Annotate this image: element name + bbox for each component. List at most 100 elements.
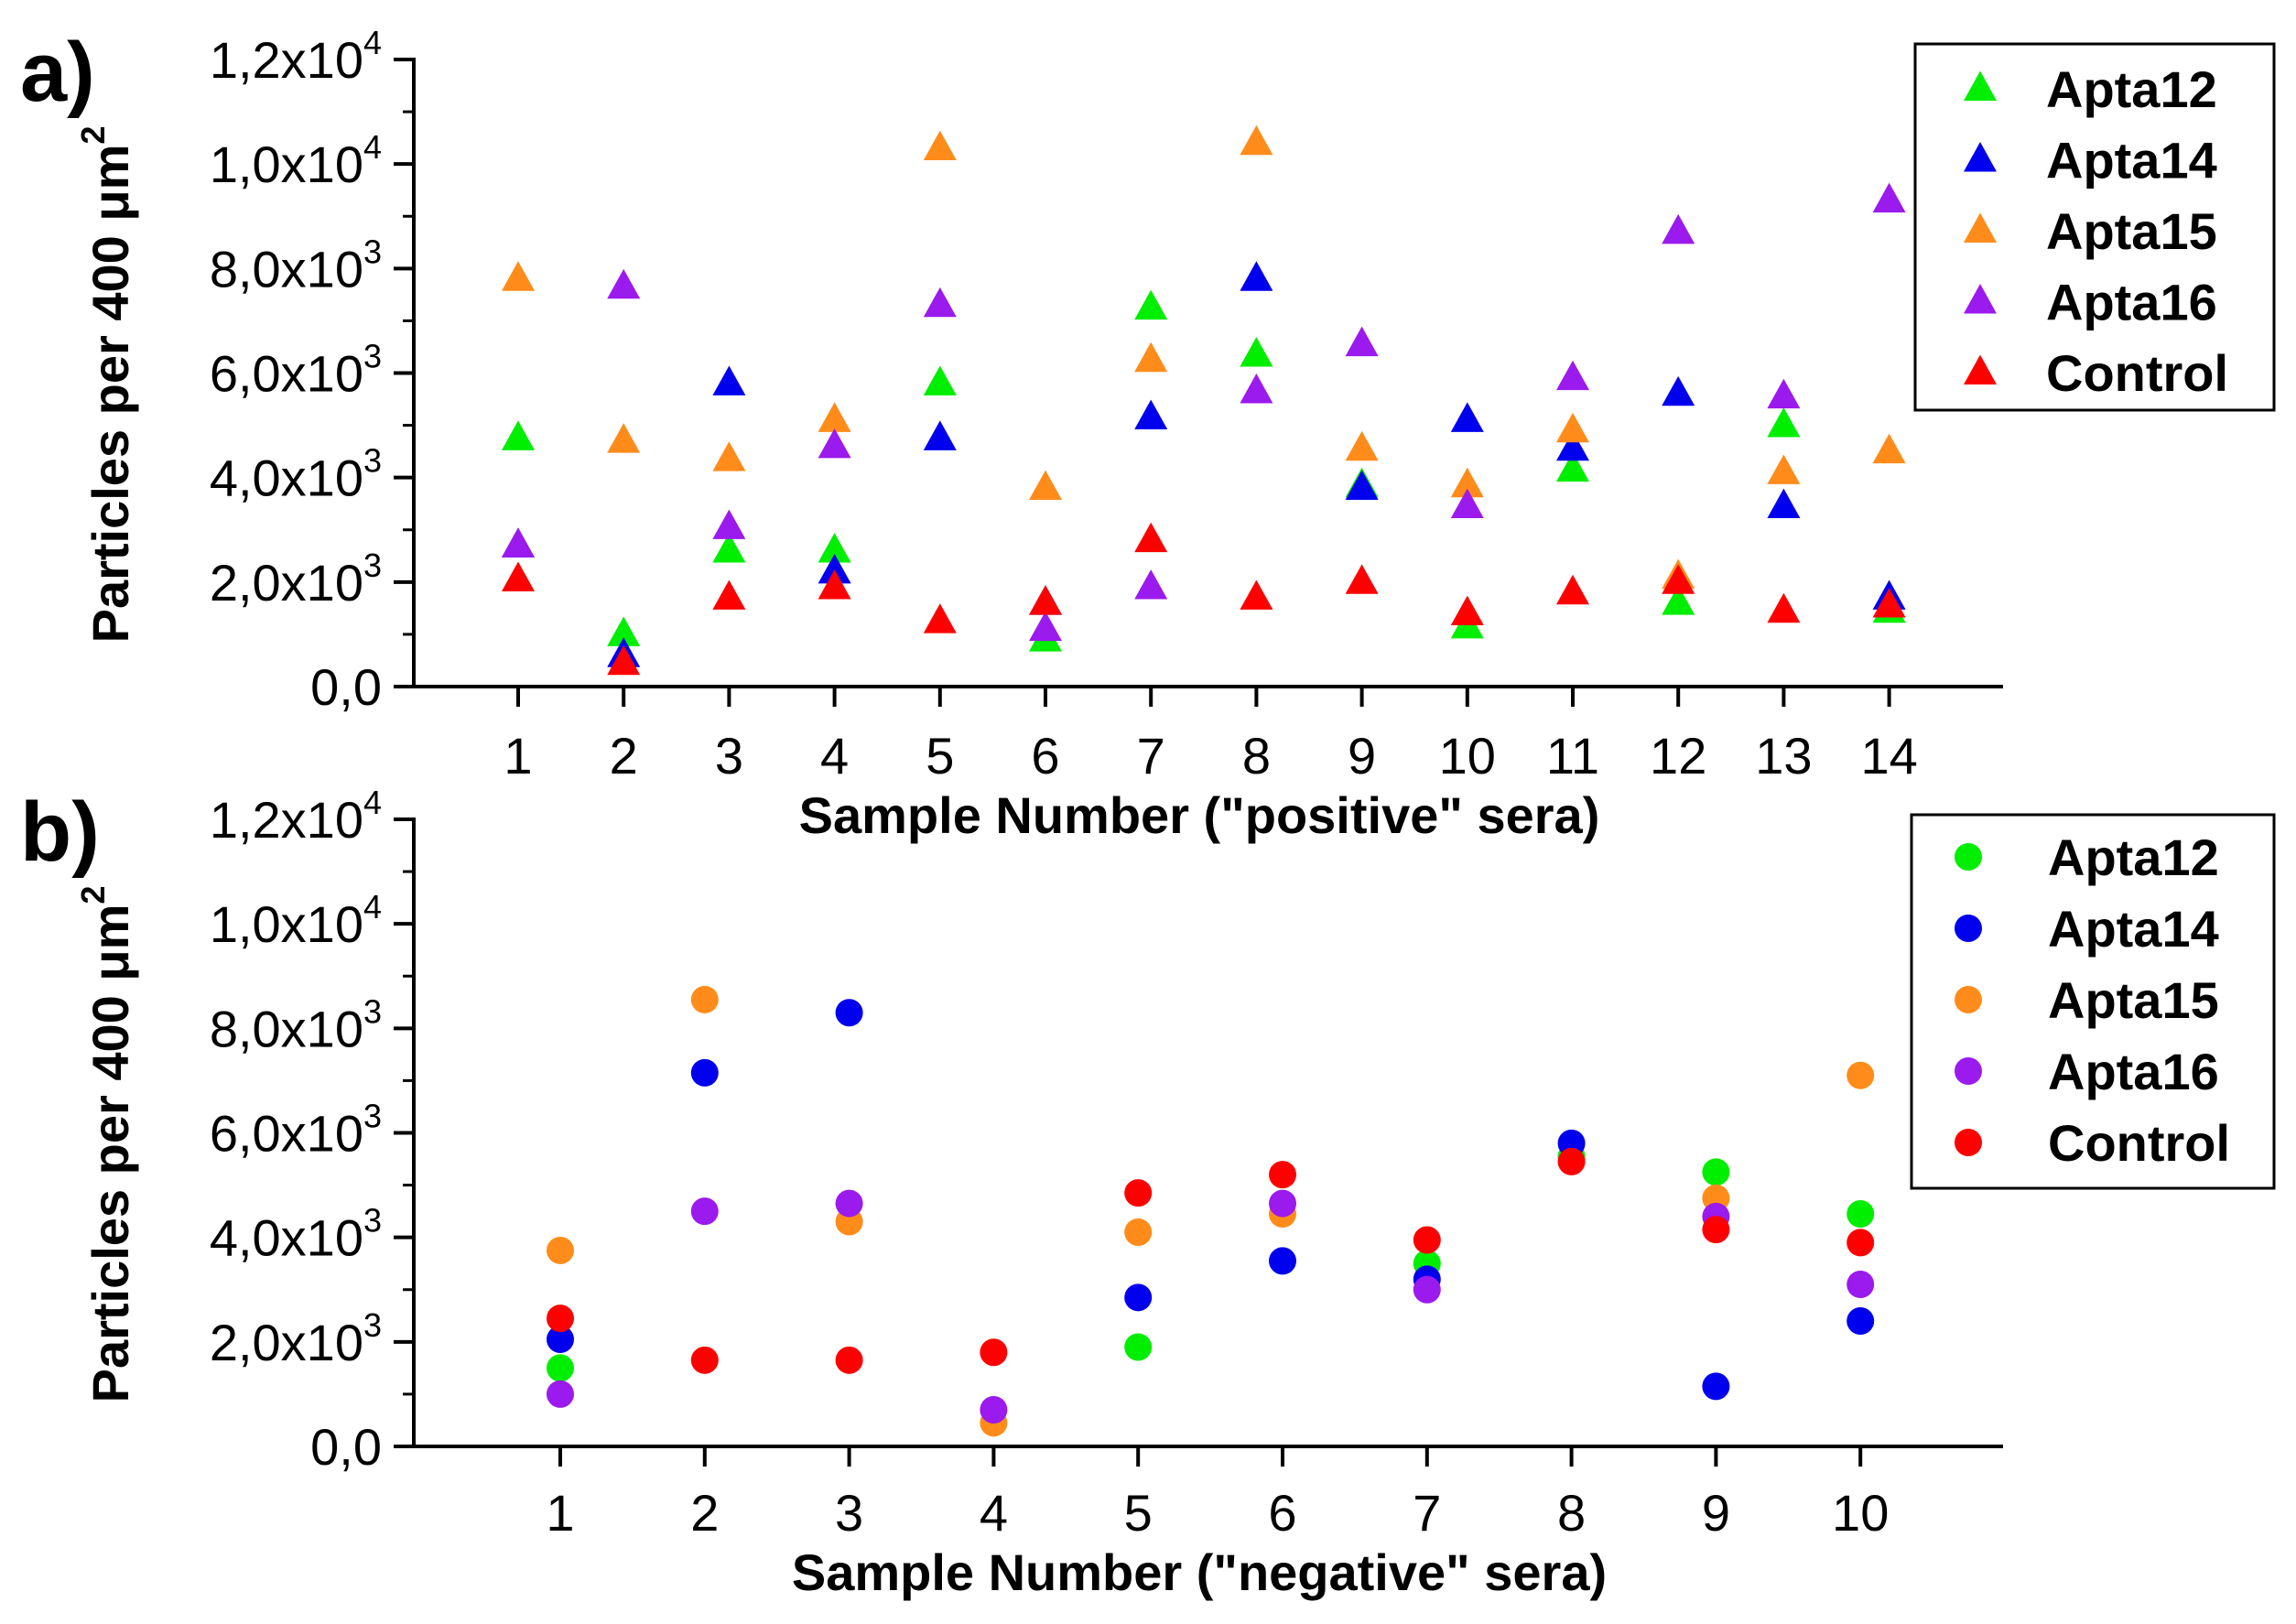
panel-label: b) [20,785,100,879]
series-apta14 [547,999,1875,1401]
x-tick-label: 14 [1860,727,1917,785]
x-tick-label: 7 [1413,1484,1441,1542]
data-point [1345,326,1379,357]
data-point [1662,375,1695,406]
data-point [923,420,957,450]
data-point [1124,1333,1153,1361]
data-point [1029,611,1062,642]
data-point [607,616,641,646]
data-point [1556,430,1589,461]
chart-panel-a: a) 0,0 2,0x103 4,0x103 6,0x103 8,0x103 1,0x104… [20,24,2276,844]
legend-marker [1955,1057,1982,1085]
x-tick-label: 6 [1031,727,1059,785]
x-tick-label: 12 [1650,727,1706,785]
data-point [1134,522,1168,553]
legend-marker [1955,1129,1982,1156]
data-point [818,553,851,584]
data-point [712,533,746,563]
x-tick-label: 2 [610,727,638,785]
y-tick-label: 1,0x104 [210,888,382,953]
legend-label: Apta12 [2046,60,2217,118]
data-point [1702,1216,1730,1244]
data-point [1556,451,1589,482]
x-tick-label: 4 [820,727,849,785]
data-point [690,1197,719,1226]
data-point [1124,1179,1153,1207]
data-point [1872,588,1906,618]
data-point [1134,399,1168,429]
series-control [547,1147,1875,1374]
data-point [1847,1307,1875,1335]
x-tick-label: 7 [1137,727,1165,785]
data-point [690,1058,719,1087]
x-tick-label: 9 [1702,1484,1730,1542]
series-apta16 [502,182,1906,642]
x-tick-label: 1 [504,727,532,785]
x-tick-label: 2 [690,1484,719,1542]
x-tick-label: 10 [1439,727,1496,785]
x-tick-label: 4 [980,1484,1008,1542]
data-point [818,569,851,600]
data-point [1662,213,1695,244]
data-point [1269,1161,1296,1189]
x-tick-label: 8 [1242,727,1271,785]
series-apta14 [502,261,1906,667]
data-point [1269,1189,1296,1218]
data-point [712,365,746,395]
data-point [1847,1061,1875,1089]
series-control [502,522,1906,676]
y-axis-label: Particles per 400 μm2 [74,126,139,644]
y-tick-label: 1,0x104 [210,128,382,193]
data-point [1847,1199,1875,1228]
data-point [1872,433,1906,464]
data-point [1413,1226,1441,1254]
legend-label: Apta14 [2046,132,2217,189]
x-tick-label: 3 [715,727,743,785]
y-tick-label: 8,0x103 [210,992,382,1057]
data-point [1662,585,1695,615]
data-point [607,644,641,676]
data-point [835,1346,863,1374]
chart-panel-b: b) 0,0 2,0x103 4,0x103 6,0x103 8,0x103 1,0x104… [20,784,2276,1601]
data-point [1450,402,1484,432]
data-point [547,1354,574,1382]
data-point [712,441,746,471]
data-point [1134,289,1168,320]
data-point [1556,412,1589,443]
data-point [1345,470,1379,501]
series-apta15 [547,985,1875,1437]
series-apta16 [547,1189,1875,1424]
legend-marker [1964,142,1997,172]
legend-label: Apta12 [2048,828,2219,886]
data-point [1767,378,1801,409]
data-point [980,1396,1008,1424]
data-point [1240,337,1273,367]
data-point [1240,125,1273,156]
legend-marker [1955,843,1982,871]
data-point [547,1305,574,1333]
legend: Apta12 Apta14 Apta15 Apta16 Control [1910,813,2276,1190]
x-tick-label: 8 [1557,1484,1586,1542]
x-tick-label: 5 [1124,1484,1153,1542]
legend-marker [1964,212,1997,243]
series-apta12 [547,1142,1875,1382]
data-point [1767,407,1801,438]
legend-label: Control [2048,1114,2230,1172]
data-point [712,509,746,539]
y-tick-label: 6,0x103 [210,1098,382,1163]
data-point [547,1380,574,1408]
y-tick-label: 8,0x103 [210,233,382,298]
data-point [1450,595,1484,626]
data-point [1240,374,1273,404]
legend-label: Apta16 [2048,1043,2219,1100]
data-point [1847,1229,1875,1257]
data-point [607,268,641,299]
legend-marker [1964,354,1997,384]
x-tick-label: 11 [1546,727,1599,785]
data-point [818,402,851,432]
data-point [1767,454,1801,484]
data-point [1450,467,1484,498]
data-point [923,603,957,633]
legend-label: Apta16 [2046,274,2217,331]
